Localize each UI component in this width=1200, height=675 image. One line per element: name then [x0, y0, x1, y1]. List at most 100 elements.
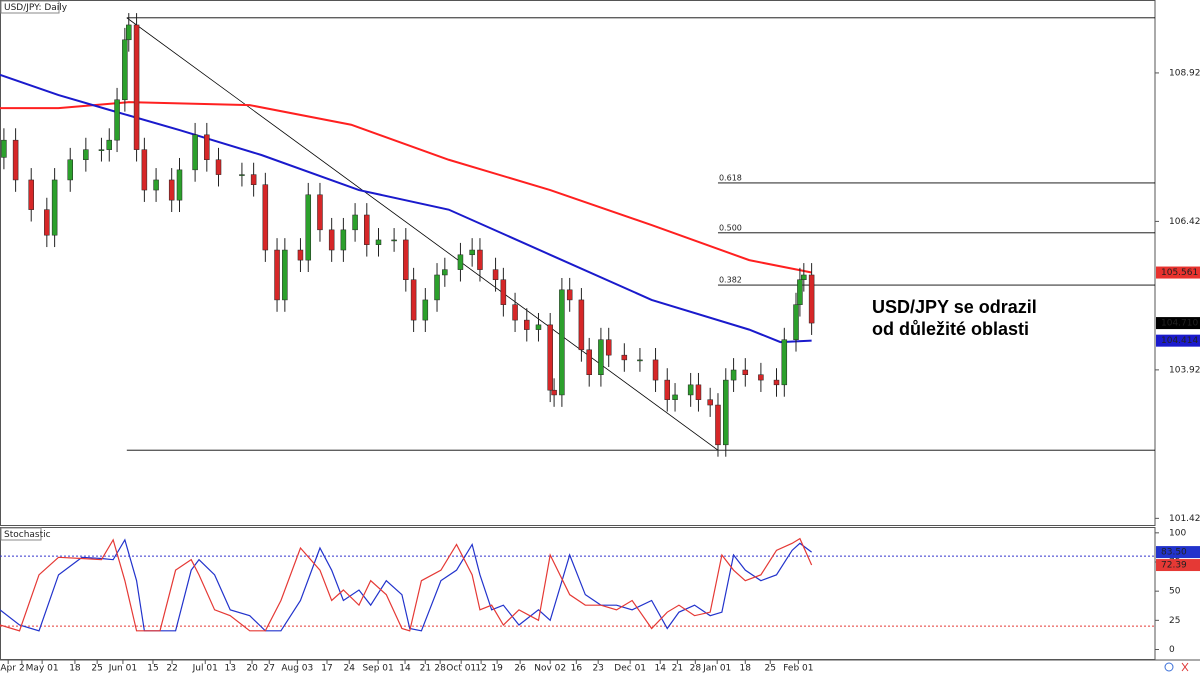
candle-body	[141, 149, 148, 191]
candle-body	[797, 279, 803, 305]
candle-body	[176, 169, 183, 201]
sync-icon[interactable]	[1164, 662, 1174, 672]
candle-body	[695, 384, 702, 400]
candle-body	[477, 249, 483, 270]
fib-label: 0.618	[719, 173, 742, 182]
x-tick-label: May 01	[26, 664, 59, 674]
candle-body	[621, 354, 628, 361]
candle-body	[637, 359, 643, 362]
candle-body	[262, 184, 269, 251]
annotation: od důležité oblasti	[872, 319, 1029, 339]
candle-body	[672, 394, 678, 400]
price-label-box	[1156, 334, 1200, 347]
x-tick-label: 19	[491, 664, 503, 674]
price-label-box	[1156, 546, 1200, 559]
x-tick-label: 23	[592, 664, 603, 674]
price-label: 105.561	[1161, 268, 1198, 278]
x-tick-label: 22	[166, 664, 177, 674]
candle-body	[364, 214, 370, 245]
x-tick-label: 12	[475, 664, 486, 674]
candle-body	[512, 304, 518, 321]
trend-line	[126, 17, 719, 451]
x-tick-label: 17	[321, 664, 332, 674]
candle-body	[707, 399, 713, 406]
close-icon[interactable]	[1181, 662, 1189, 672]
corner-icons[interactable]	[1164, 662, 1189, 672]
candle-body	[422, 299, 429, 321]
x-tick-label: 21	[672, 664, 683, 674]
candle-body	[204, 134, 210, 161]
fib-label: 0.382	[719, 276, 742, 285]
candle-body	[340, 229, 347, 251]
candle-body	[12, 139, 19, 181]
candle-body	[153, 179, 159, 191]
x-tick-label: 16	[571, 664, 583, 674]
candle-body	[1, 139, 7, 158]
candle-body	[403, 239, 409, 280]
x-tick-label: 15	[147, 664, 158, 674]
title-box	[0, 0, 60, 14]
candle-body	[687, 384, 694, 396]
x-tick-label: 13	[224, 664, 235, 674]
candle-body	[133, 24, 140, 150]
candle-body	[317, 194, 323, 231]
candle-body	[664, 379, 670, 400]
x-tick-label: 28	[434, 664, 446, 674]
x-tick-label: 20	[246, 664, 258, 674]
x-tick-label: Jul 01	[192, 664, 218, 674]
candle-body	[67, 159, 73, 181]
candle-body	[83, 149, 89, 161]
candle-body	[168, 179, 175, 201]
annotation: USD/JPY se odrazil	[872, 297, 1037, 317]
x-tick-label: Oct 01	[446, 664, 476, 674]
x-tick-label: 2	[19, 664, 25, 674]
y-tick-label: 25	[1169, 616, 1180, 626]
x-tick-label: 28	[690, 664, 702, 674]
candle-body	[524, 319, 530, 330]
candle-body	[215, 159, 222, 175]
x-tick-label: 25	[91, 664, 102, 674]
x-tick-label: Feb 01	[783, 664, 813, 674]
candle-body	[773, 379, 780, 386]
candle-body	[328, 229, 335, 251]
candle-body	[723, 379, 729, 446]
price-label-box	[1156, 317, 1200, 330]
x-tick-label: Apr	[0, 664, 16, 674]
y-tick-label: 101.422	[1169, 514, 1200, 524]
candle-body	[126, 24, 132, 41]
candle-body	[375, 239, 382, 245]
x-tick-label: 24	[344, 664, 356, 674]
candle-body	[801, 274, 807, 280]
price-label: 104.710	[1161, 319, 1198, 329]
candle-body	[598, 339, 604, 375]
candle-body	[808, 274, 815, 324]
candle-body	[715, 404, 721, 446]
candle-body	[652, 359, 659, 381]
y-tick-label: 103.922	[1169, 365, 1200, 375]
x-tick-label: 18	[740, 664, 752, 674]
candle-body	[44, 209, 50, 236]
x-tick-label: 27	[264, 664, 275, 674]
x-tick-label: 14	[654, 664, 666, 674]
candle-body	[742, 369, 749, 375]
moving-average	[0, 73, 812, 344]
candle-body	[250, 174, 257, 185]
candle-body	[51, 179, 58, 236]
price-label: 72.39	[1161, 561, 1187, 571]
price-label-box	[1156, 559, 1200, 572]
y-tick-label: 108.922	[1169, 68, 1200, 78]
x-tick-label: Jan 01	[702, 664, 731, 674]
candle-body	[551, 389, 557, 396]
candle-body	[297, 249, 304, 261]
candle-body	[457, 254, 464, 270]
x-tick-label: 21	[420, 664, 431, 674]
candle-body	[758, 374, 764, 381]
candle-body	[442, 269, 448, 276]
candle-body	[469, 249, 475, 256]
x-tick-label: 14	[399, 664, 411, 674]
candle-body	[192, 134, 198, 171]
candle-body	[352, 214, 358, 231]
candle-body	[114, 99, 120, 141]
y-tick-label: 50	[1169, 587, 1181, 597]
x-tick-label: 25	[765, 664, 776, 674]
